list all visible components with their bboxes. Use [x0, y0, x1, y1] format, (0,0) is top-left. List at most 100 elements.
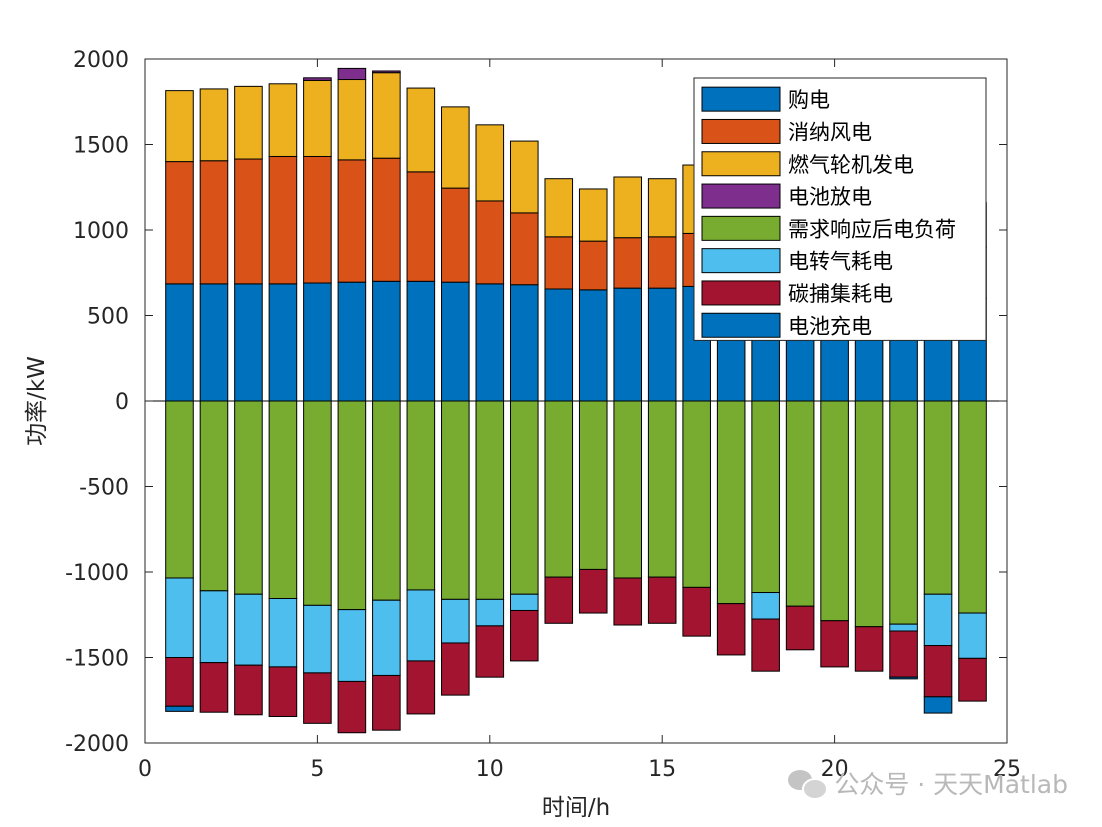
bar-segment-s2-x11 [510, 141, 538, 213]
bar-segment-s4-x23 [924, 401, 952, 594]
bar-segment-s2-x5 [304, 80, 332, 156]
bar-segment-s6-x17 [717, 604, 745, 655]
bar-segment-s6-x18 [752, 619, 780, 671]
bar-segment-s3-x7 [373, 71, 401, 73]
bar-segment-s3-x6 [338, 68, 366, 79]
bar-segment-s4-x10 [476, 401, 504, 599]
x-tick-label: 15 [648, 757, 676, 782]
bar-segment-s0-x13 [579, 290, 607, 401]
x-tick-label: 10 [476, 757, 504, 782]
y-tick-label: -500 [79, 476, 129, 501]
y-tick-label: -1500 [65, 647, 129, 672]
bar-segment-s6-x8 [407, 661, 435, 714]
bar-segment-s6-x12 [545, 577, 573, 623]
bar-segment-s5-x23 [924, 594, 952, 645]
bar-segment-s1-x11 [510, 213, 538, 285]
bar-segment-s5-x4 [269, 599, 297, 667]
bar-segment-s1-x13 [579, 241, 607, 290]
bar-segment-s0-x5 [304, 283, 332, 401]
y-tick-label: 0 [115, 390, 129, 415]
bar-segment-s5-x24 [959, 613, 987, 658]
legend-swatch-1 [702, 119, 780, 143]
bar-segment-s6-x6 [338, 681, 366, 732]
legend-label-0: 购电 [788, 88, 830, 112]
bar-segment-s1-x14 [614, 238, 642, 288]
bar-segment-s1-x1 [166, 162, 194, 284]
bar-segment-s6-x1 [166, 658, 194, 707]
x-tick-label: 0 [138, 757, 152, 782]
bar-segment-s6-x15 [648, 577, 676, 623]
wechat-icon [788, 768, 824, 798]
bar-segment-s0-x11 [510, 285, 538, 401]
legend-swatch-0 [702, 87, 780, 111]
bar-segment-s1-x4 [269, 156, 297, 283]
bar-segment-s2-x12 [545, 179, 573, 237]
bar-segment-s3-x5 [304, 78, 332, 81]
bar-segment-s0-x1 [166, 284, 194, 401]
bar-segment-s4-x11 [510, 401, 538, 594]
y-tick-label: 1000 [73, 219, 129, 244]
bar-segment-s4-x6 [338, 401, 366, 610]
y-axis-label: 功率/kW [24, 356, 50, 446]
bar-segment-s1-x8 [407, 172, 435, 281]
legend-swatch-5 [702, 249, 780, 273]
bar-segment-s2-x6 [338, 80, 366, 160]
bar-segment-s1-x7 [373, 158, 401, 281]
bar-segment-s0-x10 [476, 284, 504, 401]
bar-segment-s6-x3 [235, 665, 263, 715]
bar-segment-s1-x5 [304, 156, 332, 283]
bar-segment-s2-x4 [269, 84, 297, 157]
bar-segment-s6-x2 [200, 663, 228, 713]
bar-segment-s2-x8 [407, 88, 435, 172]
bar-segment-s0-x9 [442, 282, 470, 401]
bar-segment-s0-x6 [338, 282, 366, 401]
bar-segment-s1-x10 [476, 201, 504, 284]
legend-label-1: 消纳风电 [788, 120, 872, 144]
bar-segment-s5-x22 [890, 624, 918, 631]
bar-segment-s5-x11 [510, 594, 538, 610]
bar-segment-s4-x20 [821, 401, 849, 621]
bar-segment-s6-x20 [821, 621, 849, 667]
bar-segment-s4-x17 [717, 401, 745, 604]
legend-label-7: 电池充电 [788, 314, 872, 338]
y-tick-label: 500 [87, 305, 129, 330]
bar-segment-s0-x12 [545, 289, 573, 401]
bar-segment-s1-x12 [545, 237, 573, 289]
bar-segment-s4-x5 [304, 401, 332, 605]
x-tick-label: 5 [310, 757, 324, 782]
legend-label-6: 碳捕集耗电 [788, 282, 893, 306]
bar-segment-s1-x6 [338, 160, 366, 282]
bar-segment-s6-x14 [614, 578, 642, 625]
bar-segment-s7-x22 [890, 677, 918, 679]
bar-segment-s4-x3 [235, 401, 263, 594]
bar-segment-s4-x15 [648, 401, 676, 577]
bar-segment-s5-x2 [200, 591, 228, 663]
bar-segment-s0-x4 [269, 284, 297, 401]
bar-segment-s4-x24 [959, 401, 987, 613]
bar-segment-s2-x10 [476, 125, 504, 201]
bar-segment-s0-x2 [200, 284, 228, 401]
bar-segment-s7-x23 [924, 697, 952, 713]
legend-label-4: 需求响应后电负荷 [788, 217, 956, 241]
legend-label-5: 电转气耗电 [788, 250, 893, 274]
bar-segment-s6-x5 [304, 673, 332, 723]
bar-segment-s4-x21 [855, 401, 883, 627]
bar-segment-s5-x6 [338, 610, 366, 682]
bar-segment-s1-x3 [235, 159, 263, 284]
x-axis-label: 时间/h [542, 795, 610, 821]
watermark-text: 公众号 · 天天Matlab [834, 765, 1068, 801]
bar-segment-s6-x21 [855, 627, 883, 671]
bar-segment-s4-x12 [545, 401, 573, 577]
bar-segment-s6-x11 [510, 610, 538, 660]
legend-swatch-4 [702, 216, 780, 240]
legend-swatch-7 [702, 313, 780, 337]
bar-segment-s0-x14 [614, 288, 642, 401]
bar-segment-s2-x9 [442, 107, 470, 188]
bar-segment-s2-x1 [166, 91, 194, 162]
bar-segment-s4-x2 [200, 401, 228, 591]
bar-segment-s6-x10 [476, 626, 504, 677]
bar-segment-s4-x9 [442, 401, 470, 599]
watermark: 公众号 · 天天Matlab [788, 765, 1068, 801]
bar-segment-s6-x16 [683, 587, 711, 636]
bar-segment-s4-x19 [786, 401, 814, 606]
